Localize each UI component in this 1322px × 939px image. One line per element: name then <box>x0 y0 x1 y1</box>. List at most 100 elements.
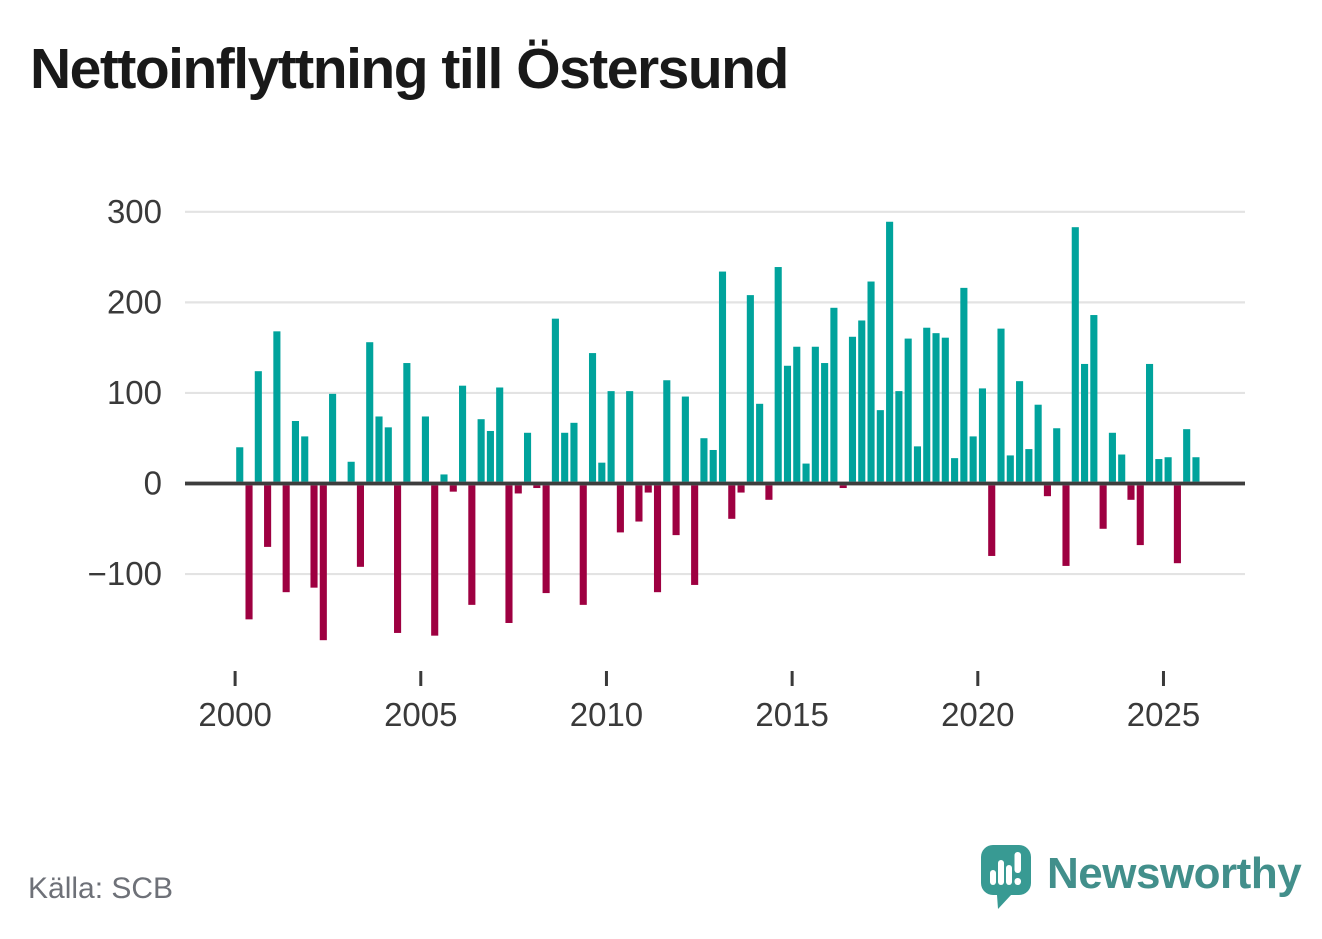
bar-positive <box>403 363 411 482</box>
bar-positive <box>273 331 281 482</box>
bar-positive <box>923 327 931 482</box>
bar-positive <box>858 320 866 482</box>
bar-positive <box>1016 381 1024 482</box>
bar-negative <box>579 485 587 605</box>
bar-positive <box>886 221 894 482</box>
bar-positive <box>291 421 300 482</box>
bar-positive <box>384 427 392 482</box>
x-axis-tick-label: 2015 <box>755 696 828 733</box>
bar-negative <box>988 485 996 556</box>
bar-negative <box>839 485 847 489</box>
bar-positive <box>1155 459 1163 482</box>
bar-negative <box>356 485 364 567</box>
bar-positive <box>663 380 671 482</box>
bar-positive <box>254 371 262 482</box>
bar-positive <box>1118 454 1126 482</box>
bar-positive <box>756 403 764 482</box>
bar-negative <box>431 485 439 636</box>
y-axis-tick-label: 200 <box>107 283 162 320</box>
bar-positive <box>848 336 857 482</box>
bar-positive <box>1053 428 1061 482</box>
y-axis-tick-label: 100 <box>107 374 162 411</box>
bar-positive <box>1071 227 1079 482</box>
x-axis-tick-label: 2005 <box>384 696 457 733</box>
bar-positive <box>969 436 977 482</box>
bar-positive <box>329 393 337 482</box>
bar-negative <box>533 485 541 489</box>
x-axis-tick-label: 2000 <box>198 696 271 733</box>
bar-positive <box>783 365 792 482</box>
bar-positive <box>830 307 838 482</box>
bar-positive <box>978 388 986 482</box>
bar-negative <box>1127 485 1135 500</box>
bar-negative <box>514 485 522 494</box>
bar-negative <box>468 485 476 605</box>
bar-positive <box>746 295 754 482</box>
bar-negative <box>691 485 699 585</box>
bar-positive <box>486 430 494 482</box>
bar-positive <box>811 346 819 482</box>
bar-positive <box>876 410 884 482</box>
bar-negative <box>653 485 662 593</box>
bar-negative <box>264 485 272 547</box>
bar-negative <box>635 485 643 522</box>
logo-bar-medium <box>1006 865 1012 885</box>
x-axis-tick-label: 2010 <box>570 696 643 733</box>
bar-positive <box>375 416 383 482</box>
bar-negative <box>505 485 513 623</box>
bar-positive <box>802 463 810 482</box>
bar-negative <box>1043 485 1051 497</box>
bar-positive <box>1025 449 1033 482</box>
bar-positive <box>523 432 532 482</box>
bar-negative <box>1062 485 1070 566</box>
bar-negative <box>1136 485 1144 546</box>
bar-positive <box>459 385 467 482</box>
bar-positive <box>709 449 717 482</box>
bar-positive <box>700 438 708 482</box>
bar-positive <box>598 462 606 482</box>
bar-positive <box>1006 455 1014 482</box>
newsworthy-logo-text: Newsworthy <box>1047 849 1302 898</box>
bar-negative <box>282 485 290 593</box>
bar-positive <box>932 333 940 482</box>
y-axis-tick-label: 0 <box>144 465 162 502</box>
x-axis-tick-label: 2020 <box>941 696 1014 733</box>
bar-positive <box>347 461 355 482</box>
logo-exclamation-dot <box>1014 878 1021 885</box>
bar-positive <box>477 419 485 482</box>
logo-bar-small <box>990 870 996 885</box>
bar-positive <box>951 458 959 482</box>
newsworthy-logo-icon <box>981 845 1031 909</box>
bar-negative <box>319 485 327 641</box>
y-axis-tick-label: −100 <box>88 555 162 592</box>
bar-positive <box>301 436 309 482</box>
bar-positive <box>607 391 615 482</box>
bar-negative <box>728 485 736 519</box>
bar-negative <box>765 485 773 500</box>
x-axis-tick-label: 2025 <box>1127 696 1200 733</box>
logo-bar-tall <box>998 860 1004 885</box>
bar-positive <box>421 416 429 482</box>
bar-negative <box>672 485 680 536</box>
bar-positive <box>793 346 801 482</box>
bar-negative <box>394 485 402 633</box>
source-note: Källa: SCB <box>28 872 174 905</box>
bar-negative <box>449 485 457 492</box>
bar-positive <box>1146 363 1154 482</box>
bar-positive <box>1081 363 1089 482</box>
bar-positive <box>1034 404 1042 482</box>
bar-positive <box>1108 432 1116 482</box>
logo-exclamation-bar <box>1014 852 1021 873</box>
bar-positive <box>960 287 968 482</box>
bar-positive <box>904 338 912 482</box>
bar-positive <box>718 271 727 482</box>
bar-positive <box>1090 315 1098 482</box>
bar-positive <box>867 281 875 482</box>
bar-chart: 300 200 100 0 −100 2000 2005 2010 2015 2020 2025 <box>88 193 1245 733</box>
bar-positive <box>588 353 597 482</box>
bar-positive <box>941 337 949 482</box>
bar-positive <box>774 267 782 482</box>
bar-positive <box>551 318 559 482</box>
bar-positive <box>895 391 903 482</box>
